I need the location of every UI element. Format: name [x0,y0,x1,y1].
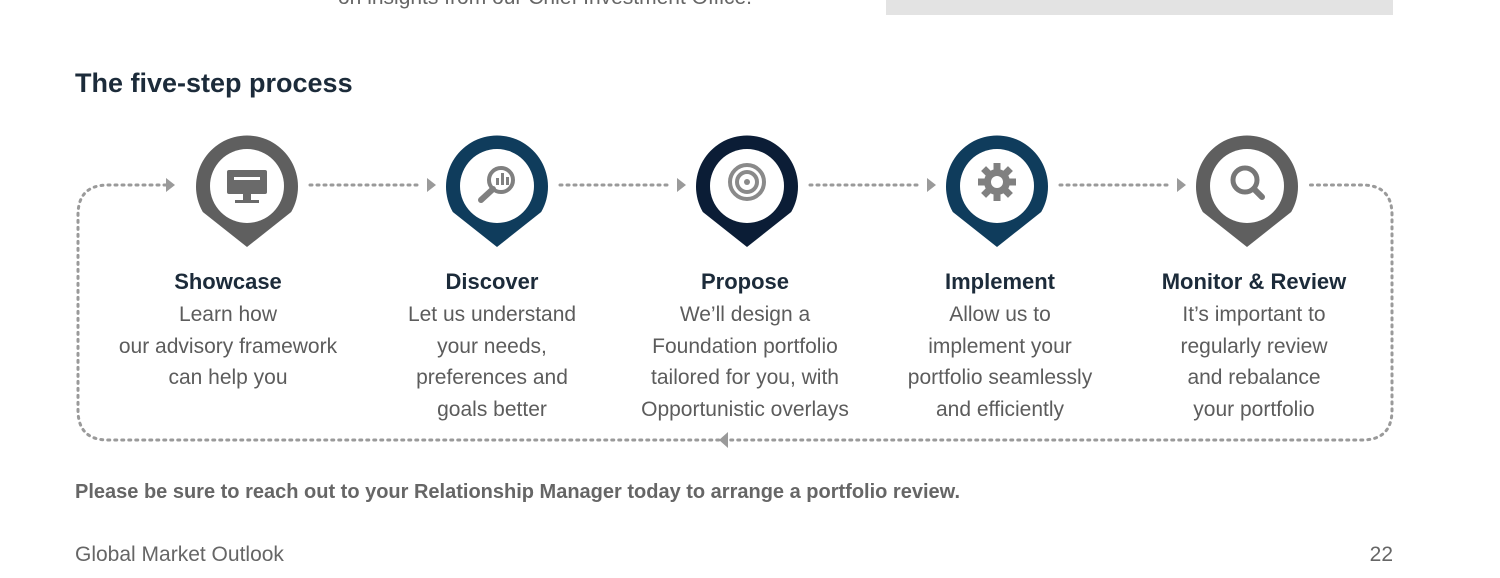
step-monitor-review: Monitor & Review It’s important to regul… [1124,268,1384,425]
gear-icon [978,163,1016,201]
arrowhead [927,178,936,192]
footer-publication-name: Global Market Outlook [75,543,284,566]
target-icon [728,163,766,201]
step-pin-monitor-review [1196,135,1298,247]
step-description: Let us understand your needs, preference… [407,303,577,421]
step-description: It’s important to regularly review and r… [1180,303,1328,421]
search-icon [1230,165,1265,200]
call-to-action-text: Please be sure to reach out to your Rela… [75,481,961,503]
arrowhead [1177,178,1186,192]
step-title: Propose [700,269,790,294]
step-pin-discover [446,135,548,247]
step-title: Monitor & Review [1161,269,1347,294]
step-pin-propose [696,135,798,247]
step-title: Discover [445,269,539,294]
step-discover: Discover Let us understand your needs, p… [362,268,622,425]
step-showcase: Showcase Learn how our advisory framewor… [98,268,358,394]
intro-text-fragment: on insights from our Chief Investment Of… [338,0,752,10]
section-title: The five-step process [75,68,353,98]
step-description: We’ll design a Foundation portfolio tail… [641,303,849,421]
step-propose: Propose We’ll design a Foundation portfo… [615,268,875,425]
step-pin-implement [946,135,1048,247]
arrowhead [166,178,175,192]
step-pin-showcase [196,135,298,247]
step-description: Learn how our advisory framework can hel… [118,303,338,389]
arrowhead-return [719,432,728,448]
step-title: Implement [944,269,1056,294]
step-description: Allow us to implement your portfolio sea… [907,303,1093,421]
step-implement: Implement Allow us to implement your por… [870,268,1130,425]
monitor-icon [227,170,267,203]
magnifier-chart-icon [478,166,515,203]
page-number: 22 [1369,543,1393,566]
step-title: Showcase [174,269,282,294]
arrowhead [427,178,436,192]
arrowhead [677,178,686,192]
grey-panel [886,0,1393,15]
